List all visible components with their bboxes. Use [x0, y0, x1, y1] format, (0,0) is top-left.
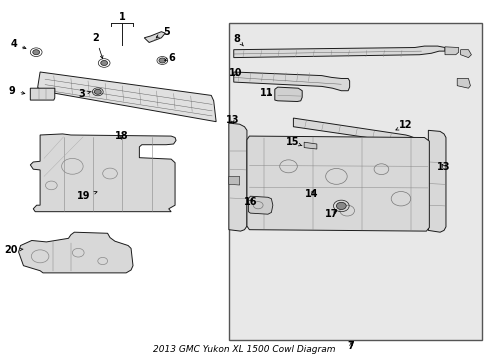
Text: 1: 1	[119, 12, 125, 22]
Polygon shape	[233, 72, 349, 91]
Polygon shape	[460, 50, 470, 58]
Polygon shape	[420, 172, 427, 178]
Circle shape	[336, 202, 346, 210]
Polygon shape	[444, 47, 458, 55]
Text: 6: 6	[164, 53, 175, 63]
Text: 16: 16	[243, 197, 257, 207]
Circle shape	[33, 50, 40, 55]
Polygon shape	[144, 32, 165, 42]
Polygon shape	[427, 130, 445, 232]
Text: 12: 12	[395, 120, 412, 130]
Text: 10: 10	[228, 68, 242, 78]
Text: 15: 15	[285, 137, 302, 147]
Text: 7: 7	[347, 341, 354, 351]
Polygon shape	[293, 118, 421, 147]
Text: 17: 17	[324, 209, 338, 219]
Circle shape	[159, 58, 165, 63]
Text: 2013 GMC Yukon XL 1500 Cowl Diagram: 2013 GMC Yukon XL 1500 Cowl Diagram	[153, 345, 335, 354]
Text: 20: 20	[4, 245, 23, 255]
Polygon shape	[30, 88, 55, 100]
Polygon shape	[116, 142, 127, 156]
Polygon shape	[274, 87, 302, 102]
Text: 11: 11	[259, 88, 273, 98]
Bar	[228, 23, 481, 340]
Text: 4: 4	[10, 39, 26, 49]
Polygon shape	[19, 232, 133, 273]
Text: 2: 2	[92, 33, 103, 58]
Circle shape	[101, 60, 107, 66]
Polygon shape	[302, 142, 320, 152]
Polygon shape	[456, 78, 469, 88]
Polygon shape	[38, 72, 216, 122]
Polygon shape	[228, 123, 246, 231]
Text: 18: 18	[114, 131, 128, 141]
Text: 8: 8	[233, 34, 243, 46]
Text: 9: 9	[9, 86, 25, 96]
Polygon shape	[246, 136, 428, 231]
Polygon shape	[248, 196, 272, 214]
Polygon shape	[228, 176, 239, 185]
Text: 3: 3	[79, 89, 91, 99]
Circle shape	[94, 89, 101, 94]
Polygon shape	[30, 134, 176, 212]
Text: 13: 13	[225, 114, 239, 125]
Polygon shape	[304, 142, 316, 149]
Text: 19: 19	[77, 191, 97, 201]
Polygon shape	[233, 46, 444, 58]
Text: 14: 14	[305, 189, 318, 199]
Text: 13: 13	[436, 162, 450, 172]
Text: 5: 5	[156, 27, 169, 37]
